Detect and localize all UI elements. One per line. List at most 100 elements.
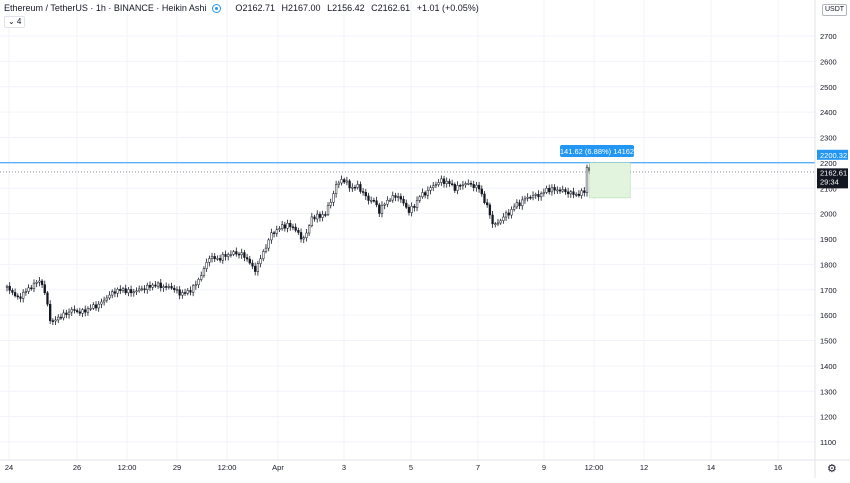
x-tick-label: 24	[5, 463, 13, 472]
candle-body	[372, 200, 376, 202]
candle-body	[577, 193, 581, 196]
candle-body	[545, 188, 548, 193]
candle-body	[59, 316, 63, 319]
candle-body	[132, 291, 135, 294]
candle-body	[70, 309, 73, 313]
candle-body	[183, 292, 187, 294]
candle-body	[289, 223, 292, 228]
candle-body	[513, 206, 516, 210]
candle-body	[494, 223, 497, 225]
candle-body	[46, 292, 49, 305]
candle-body	[67, 311, 71, 315]
candle-body	[367, 195, 370, 201]
candle-body	[162, 286, 165, 289]
candle-body	[496, 222, 500, 225]
candle-body	[245, 257, 249, 260]
candle-body	[502, 216, 505, 221]
candle-body	[113, 291, 117, 294]
candle-body	[243, 252, 246, 258]
y-tick-label: 1600	[820, 311, 837, 320]
candle-body	[8, 285, 11, 291]
candle-body	[426, 190, 429, 196]
candle-body	[310, 216, 313, 226]
x-tick-label: 12:00	[118, 463, 137, 472]
candle-body	[218, 258, 222, 261]
candle-body	[148, 284, 152, 288]
candle-body	[531, 195, 535, 199]
currency-button[interactable]: USDT	[822, 4, 848, 16]
y-tick-label: 2000	[820, 210, 837, 219]
candle-body	[254, 265, 257, 272]
candle-body	[213, 256, 216, 260]
candle-body	[194, 284, 197, 287]
candle-body	[262, 251, 265, 259]
candle-body	[178, 289, 181, 296]
candle-body	[326, 205, 330, 215]
candle-body	[421, 192, 424, 198]
candle-body	[40, 280, 44, 285]
candle-body	[575, 193, 578, 196]
x-tick-label: 29	[173, 463, 181, 472]
x-tick-label: 9	[542, 463, 546, 472]
measure-label-text: 141.62 (6.88%) 14162	[560, 147, 634, 156]
candle-body	[237, 253, 241, 256]
candle-body	[100, 301, 103, 305]
candle-body	[165, 286, 168, 288]
candle-body	[43, 284, 46, 294]
candle-body	[370, 200, 373, 202]
candle-body	[191, 285, 195, 293]
candle-body	[78, 311, 81, 314]
candles	[5, 164, 597, 326]
y-tick-label: 1100	[820, 438, 836, 447]
candle-body	[356, 184, 359, 188]
y-tick-label: 2100	[820, 184, 837, 193]
candle-body	[456, 185, 459, 191]
market-status-icon	[212, 3, 222, 13]
candle-body	[375, 200, 378, 206]
candle-body	[5, 285, 9, 288]
candle-body	[353, 186, 357, 189]
candle-body	[569, 191, 572, 195]
candle-body	[278, 228, 281, 230]
candle-body	[175, 289, 179, 291]
candle-body	[402, 198, 405, 204]
candle-body	[186, 290, 189, 294]
candle-body	[127, 289, 130, 294]
last-price-label: 2162.61	[820, 168, 847, 177]
candle-body	[405, 202, 408, 208]
candle-body	[32, 282, 36, 290]
candle-body	[537, 194, 540, 198]
candle-body	[413, 205, 416, 208]
candle-body	[202, 268, 206, 276]
candle-body	[507, 212, 510, 216]
candle-body	[523, 198, 527, 201]
candle-body	[410, 205, 413, 213]
candle-body	[281, 224, 284, 229]
candle-body	[340, 179, 343, 184]
candle-body	[89, 308, 92, 310]
y-tick-label: 2600	[820, 57, 837, 66]
candle-body	[297, 230, 300, 233]
candle-body	[332, 193, 335, 203]
candle-body	[299, 232, 303, 240]
gear-icon[interactable]: ⚙	[827, 463, 837, 475]
candle-body	[445, 180, 448, 184]
studies-toggle[interactable]: ⌄ 4	[4, 16, 26, 28]
candle-body	[111, 291, 114, 296]
candle-body	[30, 287, 33, 290]
candle-body	[499, 220, 502, 224]
low-value: 2156.42	[332, 3, 365, 13]
y-tick-label: 1200	[820, 413, 837, 422]
y-tick-label: 2700	[820, 32, 837, 41]
candle-body	[561, 189, 564, 192]
candle-body	[510, 209, 513, 216]
candle-body	[448, 180, 451, 184]
open-value: 2162.71	[242, 3, 275, 13]
symbol-title[interactable]: Ethereum / TetherUS · 1h · BINANCE · Hei…	[4, 3, 207, 13]
candle-body	[472, 184, 475, 188]
candle-body	[197, 279, 200, 286]
x-tick-label: 12:00	[218, 463, 237, 472]
